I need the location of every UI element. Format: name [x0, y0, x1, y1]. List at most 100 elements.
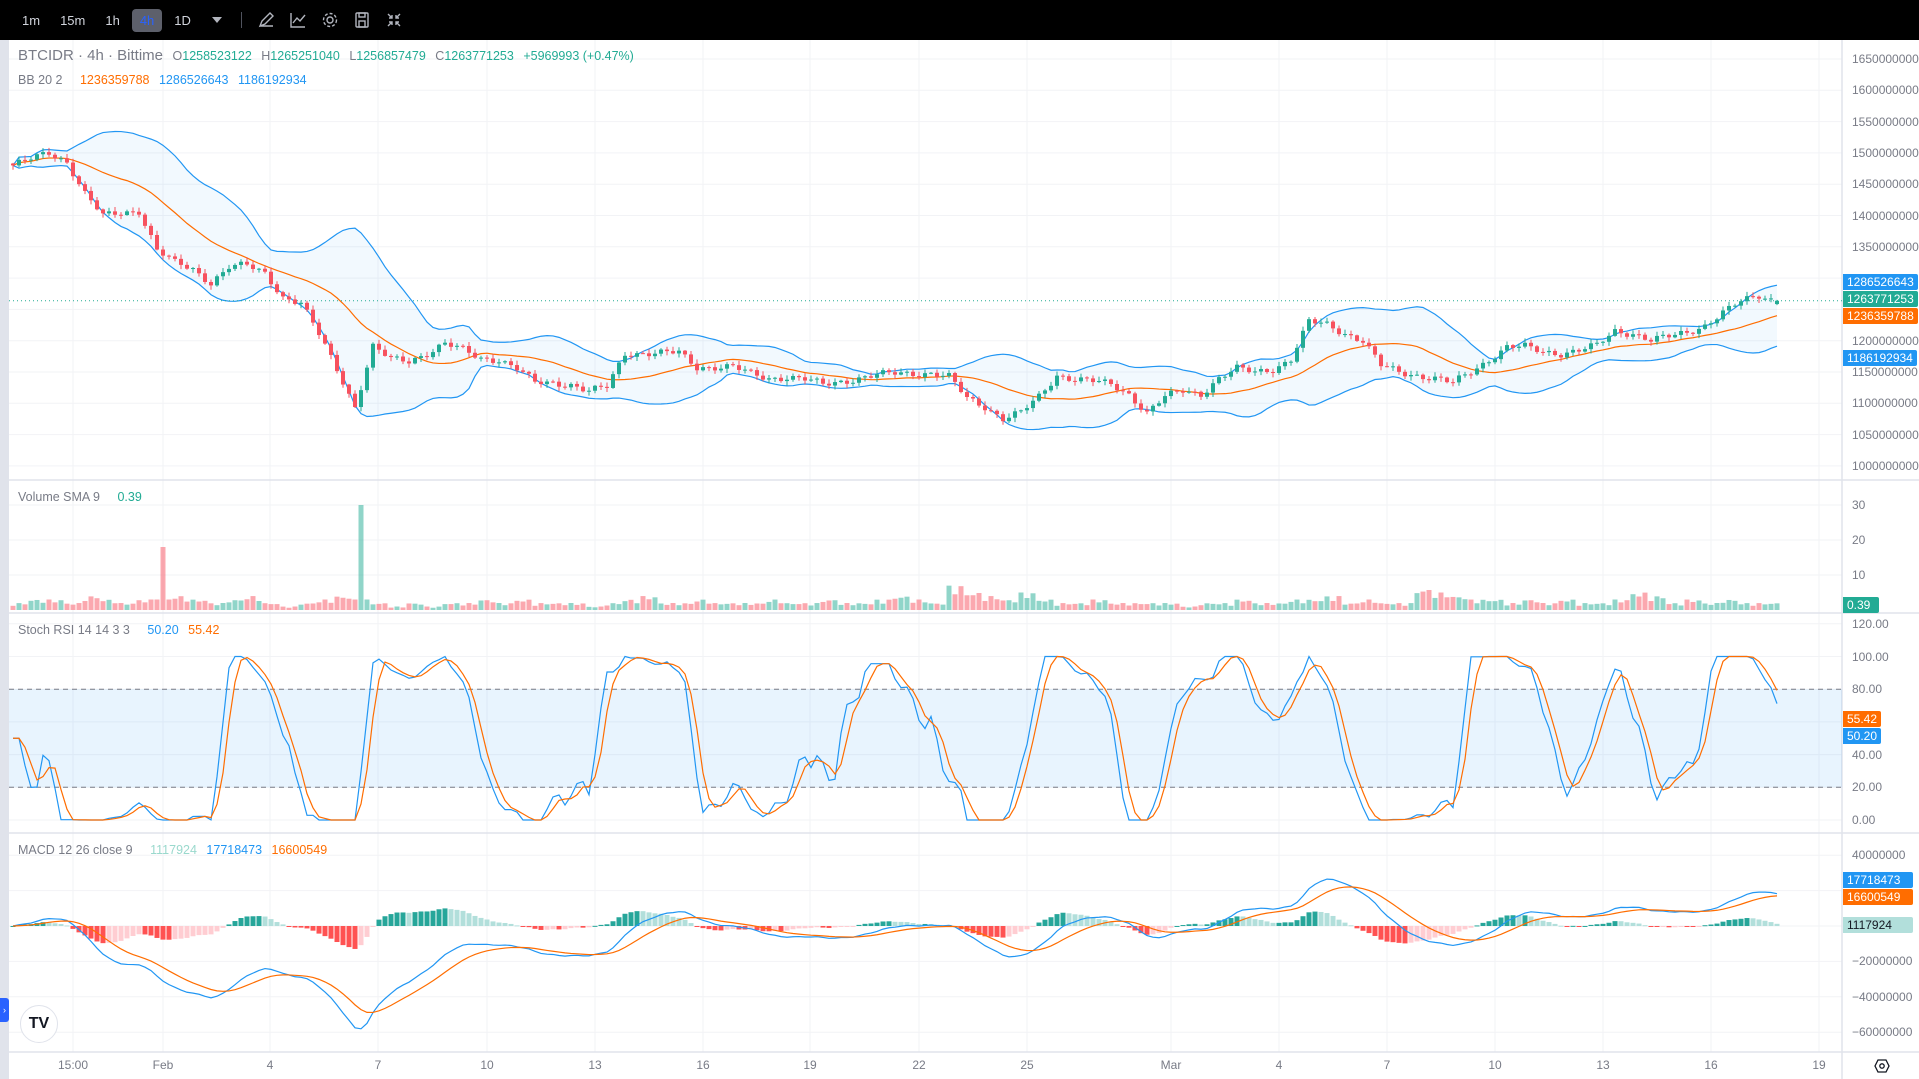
macd-histogram-bar	[694, 926, 700, 927]
volume-bar	[1336, 596, 1342, 610]
macd-histogram-bar	[316, 926, 322, 934]
candle-body	[1061, 375, 1065, 377]
volume-legend[interactable]: Volume SMA 9 0.39	[18, 490, 148, 504]
candle-body	[647, 353, 651, 357]
bb-title: BB 20 2	[18, 73, 63, 87]
volume-bar	[748, 604, 754, 610]
volume-bar	[820, 601, 826, 610]
volume-bar	[844, 603, 850, 610]
candle-body	[161, 249, 165, 256]
candle-body	[149, 225, 153, 236]
candle-body	[1259, 369, 1263, 372]
macd-histogram-bar	[352, 926, 358, 949]
macd-histogram-bar	[1516, 915, 1522, 926]
stoch-axis-label: 120.00	[1852, 616, 1889, 631]
macd-histogram-bar	[268, 919, 274, 926]
macd-histogram-bar	[700, 926, 706, 929]
volume-bar	[1654, 596, 1660, 610]
timeframe-4h[interactable]: 4h	[131, 8, 163, 32]
candle-body	[965, 392, 969, 397]
volume-bar	[970, 595, 976, 610]
volume-bar	[370, 604, 376, 610]
timeframe-15m[interactable]: 15m	[60, 12, 86, 28]
volume-bar	[1318, 601, 1324, 610]
candle-body	[1763, 298, 1767, 300]
candle-body	[1655, 335, 1659, 342]
collapse-icon[interactable]	[383, 9, 405, 31]
macd-histogram-bar	[982, 926, 988, 937]
candle-body	[467, 346, 471, 353]
macd-histogram-bar	[484, 919, 490, 926]
volume-bar	[1498, 599, 1504, 610]
timeframe-1h[interactable]: 1h	[105, 12, 120, 28]
time-axis-label: Feb	[152, 1058, 174, 1072]
tradingview-logo[interactable]: TV	[20, 1005, 58, 1043]
expand-sidebar-button[interactable]: ›	[0, 998, 9, 1022]
volume-bar	[124, 604, 130, 610]
volume-bar	[1642, 592, 1648, 610]
candle-body	[83, 184, 87, 191]
candle-body	[785, 379, 789, 382]
candle-body	[269, 271, 273, 285]
macd-histogram-bar	[100, 926, 106, 944]
macd-histogram-bar	[1750, 918, 1756, 926]
candle-body	[1613, 329, 1617, 336]
save-icon[interactable]	[351, 9, 373, 31]
candle-body	[1475, 368, 1479, 375]
macd-histogram-bar	[736, 926, 742, 930]
chart-settings-icon[interactable]	[1870, 1057, 1894, 1075]
macd-histogram-bar	[976, 926, 982, 935]
volume-bar	[424, 606, 430, 610]
candle-body	[1343, 334, 1347, 336]
candle-body	[1361, 340, 1365, 343]
price-tag: 1236359788	[1843, 308, 1918, 324]
macd-histogram-bar	[418, 911, 424, 926]
volume-bar	[466, 603, 472, 610]
volume-bar	[166, 599, 172, 610]
timeframe-1d[interactable]: 1D	[174, 12, 191, 28]
candle-body	[1319, 322, 1323, 324]
macd-histogram-bar	[112, 926, 118, 943]
candle-body	[1625, 333, 1629, 337]
candle-body	[1511, 345, 1515, 348]
candle-body	[1733, 305, 1737, 307]
macd-histogram-bar	[1276, 922, 1282, 926]
price-axis-label: 1050000000	[1852, 427, 1919, 442]
indicators-icon[interactable]	[287, 9, 309, 31]
candle-body	[911, 371, 915, 377]
candle-body	[929, 372, 933, 374]
candle-body	[1193, 391, 1197, 393]
candle-body	[1571, 349, 1575, 353]
macd-histogram-bar	[1594, 924, 1600, 926]
candle-body	[701, 367, 705, 371]
volume-bar	[352, 599, 358, 610]
candle-body	[1307, 319, 1311, 331]
volume-bar	[214, 605, 220, 610]
candle-body	[1229, 371, 1233, 377]
volume-bar	[556, 603, 562, 610]
drawing-pen-icon[interactable]	[255, 9, 277, 31]
macd-histogram-bar	[718, 926, 724, 931]
volume-bar	[550, 603, 556, 610]
macd-histogram-bar	[1708, 924, 1714, 926]
bb-legend[interactable]: BB 20 2 1236359788 1286526643 1186192934	[18, 73, 313, 87]
macd-histogram-bar	[424, 911, 430, 926]
macd-histogram-bar	[616, 917, 622, 926]
volume-bar	[814, 603, 820, 610]
candle-body	[779, 377, 783, 382]
stoch-legend[interactable]: Stoch RSI 14 14 3 3 50.20 55.42	[18, 623, 225, 637]
volume-bar	[250, 596, 256, 610]
candle-body	[1583, 349, 1587, 352]
macd-histogram-bar	[622, 913, 628, 926]
candle-body	[533, 373, 537, 382]
gear-icon[interactable]	[319, 9, 341, 31]
timeframe-1m[interactable]: 1m	[22, 12, 41, 28]
left-sidebar-strip	[0, 40, 9, 1079]
volume-bar	[562, 605, 568, 610]
stoch-d-line	[13, 655, 1778, 821]
chevron-down-icon[interactable]	[206, 9, 228, 31]
macd-legend[interactable]: MACD 12 26 close 9 1117924 17718473 1660…	[18, 843, 333, 857]
macd-histogram-bar	[1510, 915, 1516, 926]
macd-histogram-bar	[1492, 919, 1498, 926]
